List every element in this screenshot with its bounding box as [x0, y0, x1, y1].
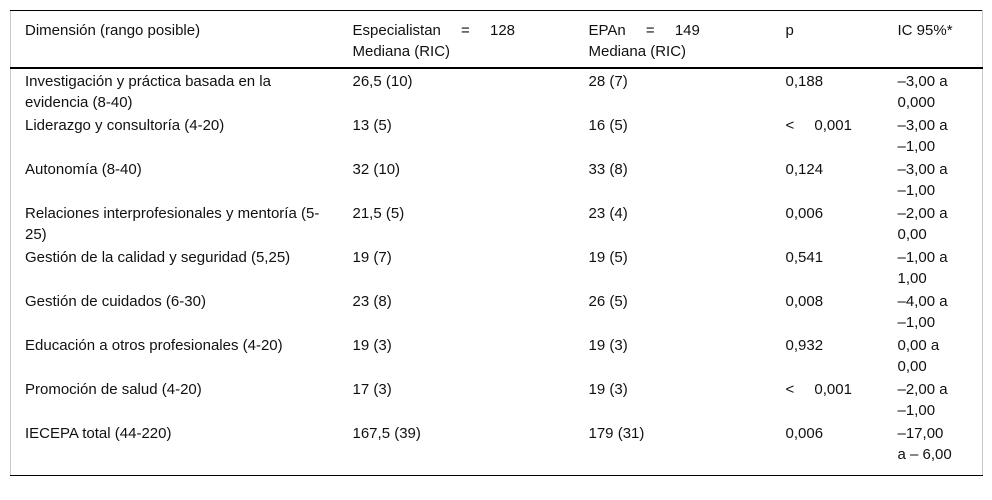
cell-p-value: 0,006 — [785, 425, 824, 442]
cell-confidence-interval: –4,00 a –1,00 — [897, 293, 948, 331]
cell-confidence-interval: –1,00 a 1,00 — [897, 249, 948, 287]
column-header-especialista: Especialistan = 128 Mediana (RIC) — [338, 10, 575, 69]
cell-p-value: 0,932 — [785, 337, 824, 354]
column-header-epa-line1: EPAn = 149 — [588, 22, 700, 39]
table-row: Gestión de la calidad y seguridad (5,25)… — [11, 245, 983, 289]
cell-p-value: 0,188 — [785, 73, 824, 90]
cell-p-value: 0,124 — [785, 161, 824, 178]
table-row: Investigación y práctica basada en la ev… — [11, 68, 983, 113]
table-header-row: Dimensión (rango posible) Especialistan … — [10, 10, 983, 69]
table-row: Liderazgo y consultoría (4-20) 13 (5) 16… — [11, 113, 983, 157]
table-row: Gestión de cuidados (6-30) 23 (8) 26 (5)… — [11, 289, 983, 333]
cell-epa-median: 19 (3) — [588, 337, 628, 354]
cell-confidence-interval: 0,00 a 0,00 — [897, 337, 940, 375]
column-header-especialista-line2: Mediana (RIC) — [352, 43, 451, 60]
results-table: Dimensión (rango posible) Especialistan … — [10, 10, 983, 476]
table-row: Promoción de salud (4-20) 17 (3) 19 (3) … — [11, 377, 983, 421]
cell-especialista-median: 32 (10) — [352, 161, 401, 178]
cell-p-value: 0,008 — [785, 293, 824, 310]
cell-p-value: 0,006 — [785, 205, 824, 222]
column-header-dimension: Dimensión (rango posible) — [10, 10, 339, 69]
table-row: Relaciones interprofesionales y mentoría… — [11, 201, 983, 245]
cell-dimension: Promoción de salud (4-20) — [25, 381, 202, 398]
cell-p-value: < 0,001 — [785, 117, 852, 134]
cell-epa-median: 16 (5) — [588, 117, 628, 134]
cell-epa-median: 26 (5) — [588, 293, 628, 310]
column-header-especialista-line1: Especialistan = 128 — [352, 22, 516, 39]
cell-epa-median: 179 (31) — [588, 425, 645, 442]
cell-dimension: IECEPA total (44-220) — [25, 425, 172, 442]
cell-dimension: Gestión de cuidados (6-30) — [25, 293, 206, 310]
document-page: Dimensión (rango posible) Especialistan … — [10, 10, 983, 476]
cell-confidence-interval: –17,00 a – 6,00 — [897, 425, 952, 463]
cell-confidence-interval: –3,00 a 0,000 — [897, 73, 948, 111]
cell-especialista-median: 19 (3) — [352, 337, 392, 354]
column-header-epa-line2: Mediana (RIC) — [588, 43, 687, 60]
cell-p-value: < 0,001 — [785, 381, 852, 398]
column-header-confidence-interval: IC 95%* — [883, 10, 983, 69]
table-row: Autonomía (8-40) 32 (10) 33 (8) 0,124 –3… — [11, 157, 983, 201]
cell-epa-median: 19 (3) — [588, 381, 628, 398]
cell-epa-median: 28 (7) — [588, 73, 628, 90]
cell-especialista-median: 19 (7) — [352, 249, 392, 266]
cell-especialista-median: 26,5 (10) — [352, 73, 413, 90]
cell-epa-median: 33 (8) — [588, 161, 628, 178]
cell-especialista-median: 17 (3) — [352, 381, 392, 398]
table-row: Educación a otros profesionales (4-20) 1… — [11, 333, 983, 377]
cell-dimension: Autonomía (8-40) — [25, 161, 142, 178]
cell-confidence-interval: –2,00 a 0,00 — [897, 205, 948, 243]
table-row: IECEPA total (44-220) 167,5 (39) 179 (31… — [11, 421, 983, 476]
cell-confidence-interval: –3,00 a –1,00 — [897, 117, 948, 155]
cell-dimension: Gestión de la calidad y seguridad (5,25) — [25, 249, 291, 266]
cell-confidence-interval: –2,00 a –1,00 — [897, 381, 948, 419]
cell-dimension: Investigación y práctica basada en la ev… — [25, 73, 271, 111]
column-header-epa: EPAn = 149 Mediana (RIC) — [574, 10, 772, 69]
cell-dimension: Relaciones interprofesionales y mentoría… — [25, 205, 320, 243]
cell-confidence-interval: –3,00 a –1,00 — [897, 161, 948, 199]
cell-especialista-median: 13 (5) — [352, 117, 392, 134]
cell-especialista-median: 167,5 (39) — [352, 425, 421, 442]
cell-especialista-median: 21,5 (5) — [352, 205, 405, 222]
column-header-p-value: p — [771, 10, 884, 69]
cell-dimension: Liderazgo y consultoría (4-20) — [25, 117, 225, 134]
cell-p-value: 0,541 — [785, 249, 824, 266]
cell-epa-median: 23 (4) — [588, 205, 628, 222]
cell-epa-median: 19 (5) — [588, 249, 628, 266]
cell-especialista-median: 23 (8) — [352, 293, 392, 310]
cell-dimension: Educación a otros profesionales (4-20) — [25, 337, 283, 354]
